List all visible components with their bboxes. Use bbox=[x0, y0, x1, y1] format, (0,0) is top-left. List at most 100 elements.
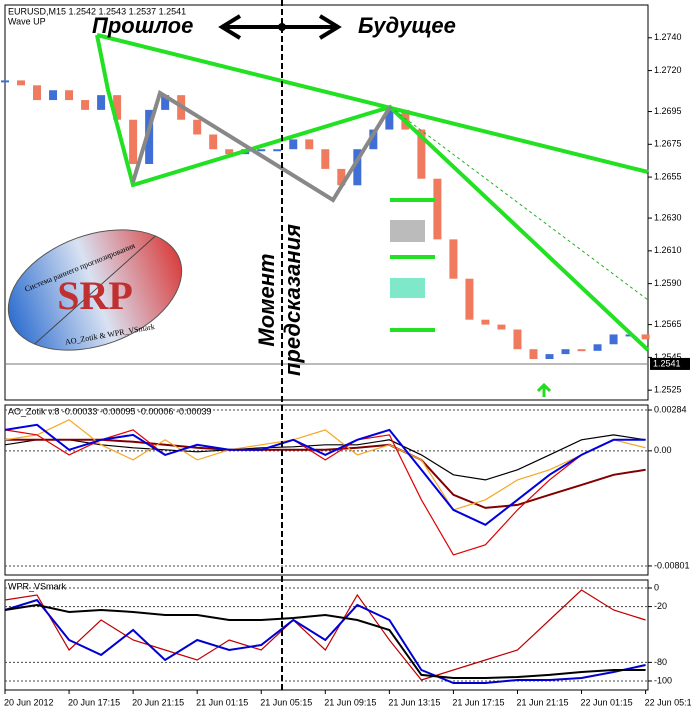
x-tick-label: 21 Jun 21:15 bbox=[516, 697, 568, 707]
y-tick-label: 1.2695 bbox=[654, 106, 682, 116]
y-tick-label: 1.2720 bbox=[654, 65, 682, 75]
price-bar bbox=[353, 149, 362, 186]
x-tick-label: 21 Jun 09:15 bbox=[324, 697, 376, 707]
panel bbox=[4, 4, 649, 401]
panels: 1.2740 1.2720 1.2695 1.2675 1.2655 1.2630 1.26… bbox=[1, 4, 691, 707]
wave-line bbox=[96, 33, 649, 174]
y-tick-label: 1.2610 bbox=[654, 245, 682, 255]
price-bar bbox=[561, 349, 570, 355]
series-line bbox=[4, 419, 646, 511]
y-tick-label: 1.2525 bbox=[654, 385, 682, 395]
logo-title: SRP bbox=[57, 273, 133, 318]
x-tick-label: 20 Jun 21:15 bbox=[132, 697, 184, 707]
annotation: предсказания bbox=[280, 224, 305, 376]
series-line bbox=[4, 589, 646, 681]
price-bar bbox=[49, 90, 58, 101]
price-bar bbox=[609, 334, 618, 345]
current-price-box bbox=[650, 357, 690, 370]
price-bar bbox=[545, 354, 554, 360]
zone bbox=[390, 278, 425, 298]
annotation: Будущее bbox=[358, 13, 456, 38]
logo-arrow bbox=[34, 235, 156, 345]
logo bbox=[7, 229, 183, 351]
price-bar bbox=[577, 349, 586, 352]
price-bar bbox=[529, 349, 538, 360]
panel-title: AO_Zotik v.8 -0.00033 -0.00095 -0.00006 … bbox=[8, 406, 211, 416]
arrow-dot bbox=[278, 23, 286, 31]
price-bar bbox=[385, 109, 394, 130]
panel-subtitle: Wave UP bbox=[8, 16, 46, 26]
y-tick-label: -20 bbox=[654, 601, 667, 611]
y-tick-label: 0.00 bbox=[654, 445, 672, 455]
y-tick-label: 0.00284 bbox=[654, 404, 687, 414]
price-bar bbox=[257, 149, 266, 152]
annotation: Момент bbox=[254, 253, 279, 346]
y-tick-label: -0.00801 bbox=[654, 560, 690, 570]
price-bar bbox=[337, 168, 346, 186]
zone bbox=[390, 220, 425, 242]
price-bar bbox=[161, 95, 170, 110]
x-tick-label: 20 Jun 17:15 bbox=[68, 697, 120, 707]
price-bar bbox=[193, 119, 202, 135]
series-line bbox=[5, 438, 646, 509]
price-bar bbox=[65, 90, 74, 101]
price-bar bbox=[209, 134, 218, 150]
y-tick-label: 1.2630 bbox=[654, 212, 682, 222]
series-line bbox=[4, 598, 646, 684]
y-tick-label: 1.2655 bbox=[654, 171, 682, 181]
x-tick-label: 21 Jun 17:15 bbox=[452, 697, 504, 707]
panel-title: EURUSD,M15 1.2542 1.2543 1.2537 1.2541 bbox=[8, 6, 186, 16]
panel bbox=[4, 404, 649, 576]
price-bar bbox=[145, 109, 154, 164]
price-bar bbox=[17, 80, 26, 86]
price-bar bbox=[225, 149, 234, 155]
y-tick-label: 1.2545 bbox=[654, 352, 682, 362]
series-line bbox=[4, 434, 646, 481]
annotation: Прошлое bbox=[92, 13, 193, 38]
x-tick-label: 21 Jun 01:15 bbox=[196, 697, 248, 707]
series-line bbox=[4, 423, 646, 526]
panel bbox=[4, 579, 649, 691]
x-tick-label: 22 Jun 01:15 bbox=[581, 697, 633, 707]
wave-line bbox=[131, 89, 392, 203]
current-price-label: 1.2541 bbox=[653, 358, 681, 368]
price-bar bbox=[513, 329, 522, 350]
x-tick-label: 21 Jun 05:15 bbox=[260, 697, 312, 707]
price-bar bbox=[593, 344, 602, 351]
price-bar bbox=[33, 85, 42, 101]
price-bar bbox=[289, 139, 298, 150]
y-tick-label: -80 bbox=[654, 657, 667, 667]
wave-line bbox=[95, 34, 650, 352]
price-bar bbox=[1, 80, 9, 83]
price-bar bbox=[497, 324, 506, 330]
price-bar bbox=[641, 334, 650, 340]
price-bar bbox=[465, 278, 474, 320]
series-line bbox=[4, 429, 646, 556]
x-tick-label: 22 Jun 05:15 bbox=[645, 697, 691, 707]
y-tick-label: -100 bbox=[654, 675, 672, 685]
price-bar bbox=[417, 129, 426, 179]
panel-title: WPR_VSmark bbox=[8, 581, 67, 591]
y-tick-label: 1.2590 bbox=[654, 278, 682, 288]
price-bar bbox=[369, 129, 378, 150]
x-tick-label: 20 Jun 2012 bbox=[4, 697, 54, 707]
price-bar bbox=[625, 334, 634, 337]
y-tick-label: 0 bbox=[654, 582, 659, 592]
y-tick-label: 1.2740 bbox=[654, 32, 682, 42]
price-bar bbox=[81, 100, 90, 110]
y-tick-label: 1.2565 bbox=[654, 319, 682, 329]
price-bar bbox=[449, 239, 458, 279]
price-bar bbox=[97, 95, 106, 110]
y-tick-label: 1.2675 bbox=[654, 139, 682, 149]
price-bar bbox=[433, 178, 442, 240]
series-line bbox=[4, 603, 646, 679]
price-bar bbox=[129, 119, 138, 164]
price-bar bbox=[321, 149, 330, 169]
price-bar bbox=[273, 149, 282, 152]
price-bar bbox=[113, 95, 122, 120]
price-bar bbox=[305, 139, 314, 150]
arrow-up bbox=[536, 382, 552, 397]
x-tick-label: 21 Jun 13:15 bbox=[388, 697, 440, 707]
price-bar bbox=[481, 319, 490, 325]
